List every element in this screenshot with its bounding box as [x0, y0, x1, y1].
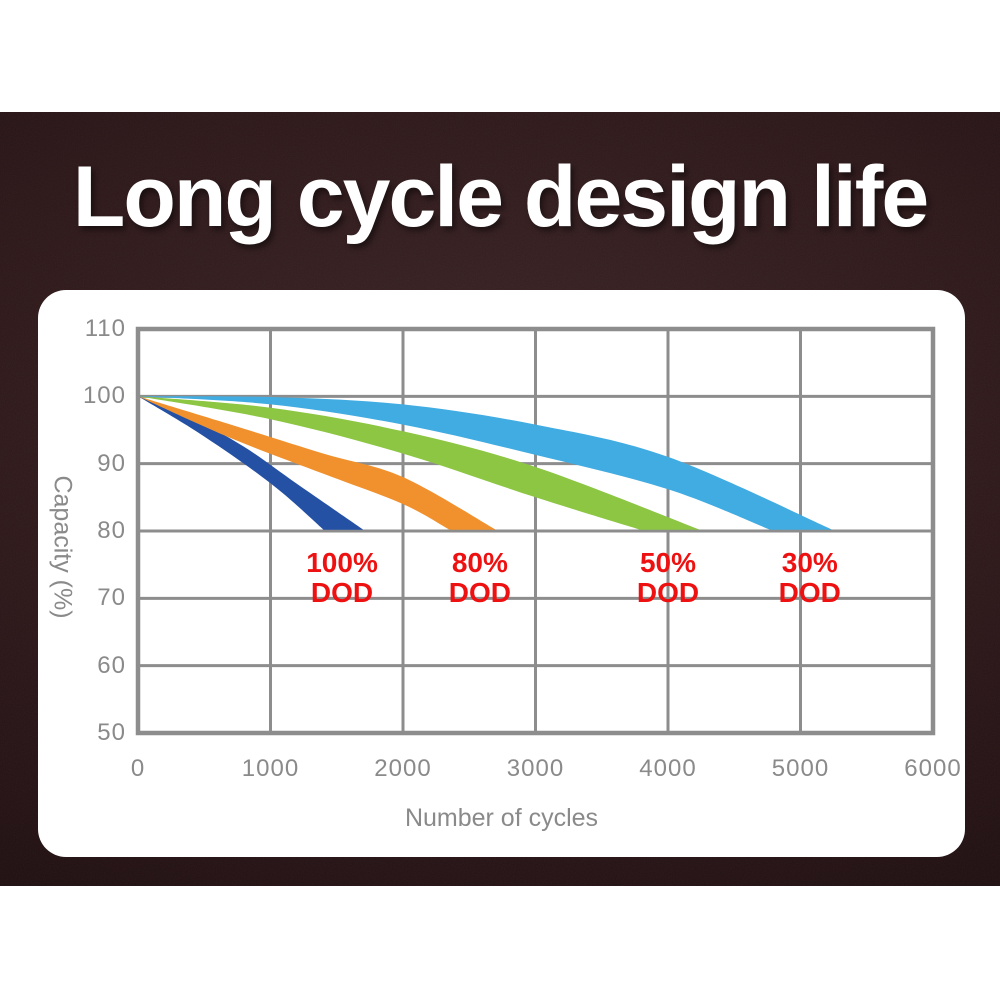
- y-tick-label: 100: [82, 382, 126, 410]
- x-tick-label: 5000: [771, 755, 830, 782]
- y-tick-label: 90: [97, 449, 126, 477]
- dod-label-dod: DOD: [310, 577, 374, 609]
- dod-label-percent: 50%: [639, 547, 697, 579]
- x-axis-title: Number of cycles: [404, 804, 599, 832]
- page-title: Long cycle design life: [72, 149, 929, 245]
- dod-label-percent: 100%: [306, 547, 378, 579]
- x-tick-label: 4000: [639, 755, 697, 782]
- x-tick-label: 1000: [241, 755, 300, 782]
- x-tick-label: 3000: [506, 755, 565, 782]
- band-50-dod: [138, 396, 700, 530]
- dod-label-50-dod: 50% DOD: [637, 548, 699, 608]
- dark-background-band: Long cycle design life Capacity (%) Numb…: [0, 112, 1000, 886]
- y-tick-label: 60: [97, 651, 126, 679]
- dod-label-dod: DOD: [636, 577, 700, 609]
- band-30-dod: [138, 396, 833, 530]
- y-tick-label: 70: [97, 584, 126, 612]
- x-tick-label: 0: [130, 755, 146, 782]
- dod-label-100-dod: 100% DOD: [306, 548, 378, 608]
- plot-frame: [135, 326, 936, 736]
- cycle-life-chart: Capacity (%) Number of cycles 110 100 90 80…: [38, 290, 965, 857]
- dod-label-percent: 80%: [451, 547, 508, 579]
- chart-svg: [135, 326, 936, 736]
- chart-panel: Capacity (%) Number of cycles 110 100 90 80…: [38, 290, 965, 857]
- dod-label-30-dod: 30% DOD: [779, 548, 841, 608]
- dod-label-dod: DOD: [778, 577, 841, 609]
- x-tick-label: 6000: [904, 755, 962, 782]
- band-80-dod: [138, 396, 496, 530]
- y-tick-label: 50: [97, 719, 126, 746]
- band-100-dod: [138, 396, 364, 530]
- dod-label-dod: DOD: [448, 577, 511, 609]
- y-tick-label: 80: [97, 517, 126, 544]
- dod-label-percent: 30%: [781, 547, 838, 579]
- y-tick-label: 110: [84, 315, 126, 342]
- x-tick-label: 2000: [374, 755, 432, 782]
- dod-label-80-dod: 80% DOD: [449, 548, 511, 608]
